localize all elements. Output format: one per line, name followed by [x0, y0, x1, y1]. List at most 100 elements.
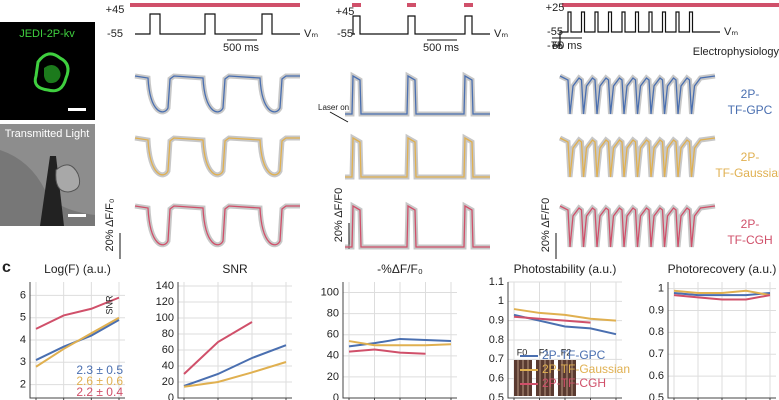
y-tick-label: 1.1 [489, 276, 504, 288]
time-scale: 500 ms [223, 42, 260, 54]
axis [342, 282, 457, 399]
inset-stripe [522, 360, 524, 396]
y-tick-label: 5 [20, 312, 26, 324]
series-line [35, 296, 120, 330]
y-tick-label: 0.5 [489, 392, 504, 400]
laser-bar [130, 3, 300, 7]
trace [134, 75, 300, 113]
series-line [513, 315, 591, 324]
trace [134, 137, 300, 176]
inset-stripe [527, 360, 529, 396]
y-tick-label: 20 [162, 376, 174, 388]
annotation: 2.6 ± 0.6 [76, 374, 123, 388]
axis [177, 282, 292, 399]
y-tick-label: 1 [498, 295, 504, 307]
trace [559, 75, 716, 115]
series-line [348, 340, 452, 347]
image-label: Transmitted Light [5, 128, 90, 140]
df-scale-label: 20% ΔF/F0 [540, 198, 552, 252]
legend-label: 2P-TF-CGH [542, 376, 606, 390]
chart-title: Photostability (a.u.) [514, 262, 617, 276]
trace-shade [134, 135, 300, 178]
voltage-trace [135, 13, 300, 35]
row-label: 2P- [741, 217, 760, 231]
cell-fill [44, 65, 61, 84]
texture [0, 150, 95, 226]
trace [134, 205, 300, 246]
voltage-level: +25 [546, 2, 565, 14]
y-tick-label: 0 [333, 392, 339, 400]
row-label: TF-GPC [728, 103, 773, 117]
trace-shade [345, 71, 490, 117]
series-line [35, 316, 120, 368]
vm-label: Vₘ [304, 28, 318, 40]
trace-shade [134, 73, 300, 115]
trace [345, 204, 490, 248]
axis [507, 282, 622, 399]
y-tick-label: 0.7 [649, 348, 664, 360]
chart-title: Photorecovery (a.u.) [668, 262, 777, 276]
y-axis-label: SNR [104, 295, 114, 315]
y-tick-label: 0.8 [489, 334, 504, 346]
time-scale: 50 ms [552, 40, 582, 52]
voltage-level: +45 [336, 6, 355, 18]
voltage-level: -55 [547, 26, 563, 38]
y-tick-label: 6 [20, 289, 26, 301]
inset-stripe [571, 360, 573, 396]
inset-stripe [517, 360, 519, 396]
y-tick-label: 0.6 [649, 370, 664, 382]
inset-label: F2 [561, 347, 572, 357]
inset-stripe [549, 360, 551, 396]
annotation: Laser on [318, 103, 349, 112]
inset-stripe [566, 360, 568, 396]
cell [55, 164, 81, 193]
legend-label: 2P-TF-GPC [542, 348, 606, 362]
y-tick-label: 2 [20, 379, 26, 391]
legend-label: 2P-TF-Gaussian [542, 362, 630, 376]
voltage-level: -75 [547, 40, 563, 52]
time-scale: 500 ms [423, 42, 460, 54]
series-line [513, 308, 617, 322]
y-tick-label: 60 [162, 344, 174, 356]
voltage-level: -55 [337, 28, 353, 40]
laser-bar [464, 3, 473, 7]
df-scale-label: 20% ΔF/F₀ [104, 199, 116, 252]
arrow [329, 111, 349, 123]
y-tick-label: 0.9 [649, 304, 664, 316]
series-line [673, 294, 771, 301]
trace-shade [345, 133, 490, 180]
series-line [348, 348, 426, 355]
series-line [673, 289, 771, 297]
y-tick-label: 3 [20, 356, 26, 368]
panel-letter: c [2, 259, 11, 276]
trace-shade [134, 203, 300, 248]
y-tick-label: 40 [327, 350, 339, 362]
y-tick-label: 100 [156, 312, 174, 324]
y-tick-label: 0.9 [489, 315, 504, 327]
y-tick-label: 100 [321, 286, 339, 298]
laser-bar [562, 3, 779, 7]
voltage-level: +45 [106, 4, 125, 16]
cell-outline [33, 52, 70, 93]
axis [667, 282, 776, 399]
voltage-trace [552, 11, 720, 47]
y-tick-label: 80 [162, 328, 174, 340]
chart-title: -%ΔF/F₀ [377, 262, 423, 276]
y-tick-label: 0.7 [489, 353, 504, 365]
y-tick-label: 0.5 [649, 392, 664, 400]
y-tick-label: 20 [327, 371, 339, 383]
axis [29, 282, 125, 399]
y-tick-label: 60 [327, 329, 339, 341]
trace [345, 136, 490, 178]
inset-stripe [544, 360, 546, 396]
y-tick-label: 40 [162, 360, 174, 372]
voltage-level: -55 [107, 28, 123, 40]
annotation: 2.2 ± 0.4 [76, 385, 123, 399]
annotation: Electrophysiology [693, 46, 779, 58]
y-tick-label: 4 [20, 334, 26, 346]
inset-label: F0 [517, 347, 528, 357]
y-tick-label: 0.8 [649, 326, 664, 338]
annotation: 2.3 ± 0.5 [76, 363, 123, 377]
row-label: TF-Gaussian [715, 166, 779, 180]
series-line [183, 321, 253, 375]
